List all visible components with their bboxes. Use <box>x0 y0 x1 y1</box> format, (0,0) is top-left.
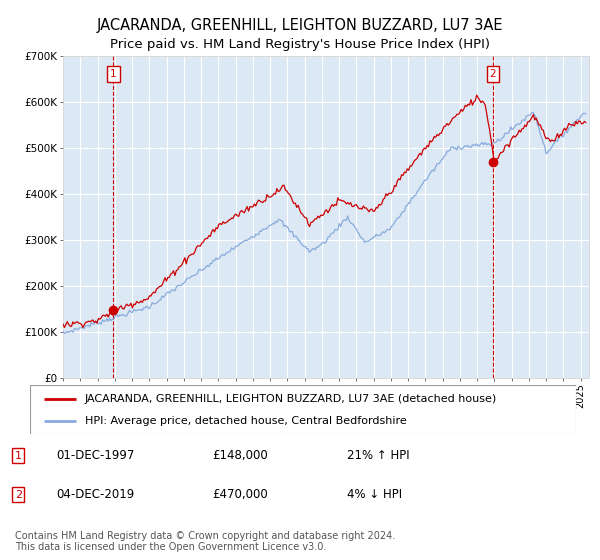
Text: 2: 2 <box>490 69 496 80</box>
Text: 01-DEC-1997: 01-DEC-1997 <box>56 449 134 463</box>
Text: £148,000: £148,000 <box>212 449 268 463</box>
Text: HPI: Average price, detached house, Central Bedfordshire: HPI: Average price, detached house, Cent… <box>85 416 406 426</box>
Text: JACARANDA, GREENHILL, LEIGHTON BUZZARD, LU7 3AE (detached house): JACARANDA, GREENHILL, LEIGHTON BUZZARD, … <box>85 394 497 404</box>
Text: 21% ↑ HPI: 21% ↑ HPI <box>347 449 410 463</box>
Text: 4% ↓ HPI: 4% ↓ HPI <box>347 488 402 501</box>
Text: 04-DEC-2019: 04-DEC-2019 <box>56 488 134 501</box>
FancyBboxPatch shape <box>30 385 576 434</box>
Text: 1: 1 <box>110 69 116 80</box>
Text: Price paid vs. HM Land Registry's House Price Index (HPI): Price paid vs. HM Land Registry's House … <box>110 38 490 51</box>
Text: 2: 2 <box>15 490 22 500</box>
Text: £470,000: £470,000 <box>212 488 268 501</box>
Text: Contains HM Land Registry data © Crown copyright and database right 2024.
This d: Contains HM Land Registry data © Crown c… <box>15 531 395 553</box>
Text: JACARANDA, GREENHILL, LEIGHTON BUZZARD, LU7 3AE: JACARANDA, GREENHILL, LEIGHTON BUZZARD, … <box>97 18 503 32</box>
Text: 1: 1 <box>15 451 22 461</box>
